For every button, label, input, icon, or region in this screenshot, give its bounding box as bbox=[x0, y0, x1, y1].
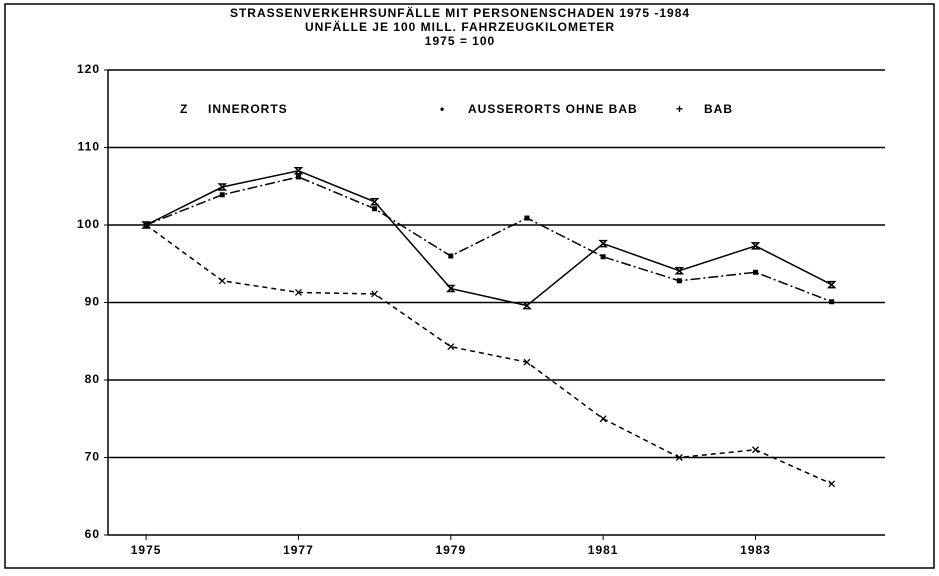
point bbox=[293, 167, 304, 175]
point bbox=[372, 206, 378, 212]
point bbox=[676, 278, 682, 284]
y-tick-label: 80 bbox=[85, 372, 100, 386]
point bbox=[598, 239, 608, 248]
point bbox=[752, 446, 759, 454]
y-tick-label: 110 bbox=[78, 140, 100, 154]
point bbox=[219, 192, 225, 198]
y-tick-label: 120 bbox=[77, 62, 100, 76]
legend-label: INNERORTS bbox=[208, 102, 288, 116]
x-tick-label: 1983 bbox=[740, 543, 771, 557]
series-line bbox=[145, 176, 832, 303]
legend-label: BAB bbox=[704, 102, 733, 116]
legend-label: AUSSERORTS OHNE BAB bbox=[468, 102, 638, 116]
point bbox=[750, 242, 761, 250]
point bbox=[369, 198, 380, 206]
point bbox=[142, 221, 150, 229]
point bbox=[523, 358, 531, 366]
point bbox=[675, 454, 683, 461]
x-tick-label: 1981 bbox=[588, 543, 619, 557]
point bbox=[829, 299, 835, 305]
legend-symbol: + bbox=[676, 102, 684, 116]
point bbox=[447, 343, 455, 351]
series-line bbox=[145, 169, 833, 307]
point bbox=[371, 290, 379, 298]
point bbox=[445, 284, 456, 293]
point bbox=[826, 280, 837, 289]
x-tick-label: 1979 bbox=[435, 543, 466, 557]
legend-symbol: • bbox=[440, 102, 445, 116]
point bbox=[828, 480, 836, 488]
x-tick-label: 1977 bbox=[283, 543, 314, 557]
point bbox=[522, 301, 532, 310]
chart-subtitle: UNFÄLLE JE 100 MILL. FAHRZEUGKILOMETER bbox=[305, 19, 615, 34]
point bbox=[218, 277, 226, 285]
point bbox=[294, 288, 302, 296]
point bbox=[600, 254, 606, 260]
point bbox=[295, 174, 301, 180]
point bbox=[753, 269, 758, 275]
point bbox=[217, 183, 228, 191]
legend-symbol: Z bbox=[180, 102, 188, 116]
point bbox=[599, 415, 607, 423]
point bbox=[448, 253, 454, 259]
x-tick-label: 1975 bbox=[131, 543, 162, 557]
chart-title: STRASSENVERKEHRSUNFÄLLE MIT PERSONENSCHA… bbox=[230, 5, 690, 20]
point bbox=[674, 266, 685, 275]
chart-frame bbox=[4, 3, 935, 569]
y-tick-label: 70 bbox=[85, 450, 100, 464]
point bbox=[524, 215, 530, 221]
y-tick-label: 60 bbox=[85, 527, 100, 541]
chart-subtitle: 1975 = 100 bbox=[425, 34, 495, 48]
y-tick-label: 90 bbox=[85, 295, 100, 309]
series-line bbox=[145, 224, 832, 485]
y-tick-label: 100 bbox=[77, 217, 100, 231]
